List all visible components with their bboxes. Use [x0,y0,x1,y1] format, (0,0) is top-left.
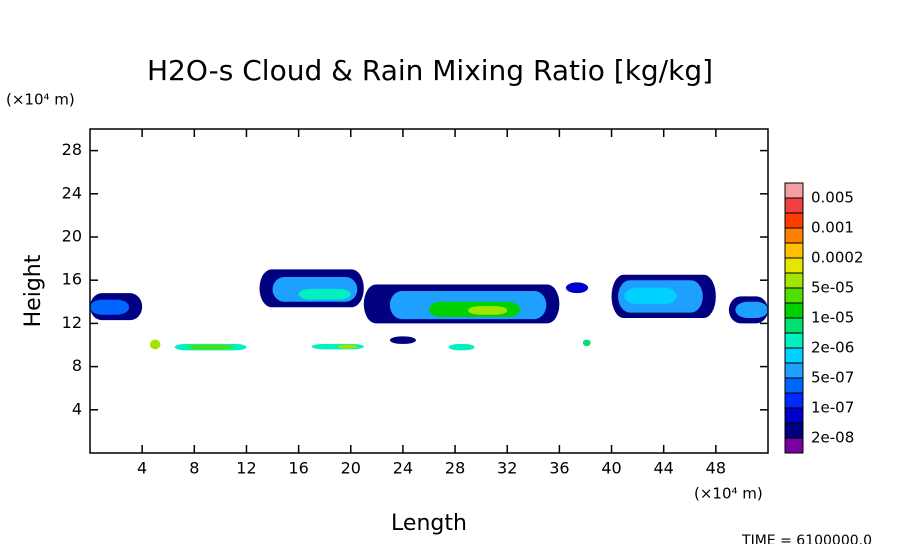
colorbar-label: 5e-05 [811,279,854,297]
colorbar-label: 2e-06 [811,339,854,357]
y-tick-label: 20 [62,227,82,246]
colorbar-box [784,287,804,304]
colorbar-box [784,392,804,409]
x-tick-label: 4 [137,459,147,478]
x-tick-label: 8 [189,459,199,478]
y-tick-label: 24 [62,183,82,202]
cloud-patch [565,282,589,294]
colorbar-box [784,227,804,244]
cloud-patch [389,336,416,344]
colorbar-label: 1e-07 [811,399,854,417]
colorbar-label: 1e-05 [811,309,854,327]
plot-frame [89,128,769,454]
y-tick-label: 28 [62,140,82,159]
cloud-patch [582,339,591,347]
x-unit: (×10⁴ m) [694,485,763,503]
colorbar-box [784,437,804,454]
cloud-patch [624,287,677,304]
colorbar-box [784,422,804,439]
colorbar-box [784,242,804,259]
colorbar-box [784,362,804,379]
y-tick-label: 16 [62,270,82,289]
x-tick-label: 28 [445,459,465,478]
colorbar-box [784,407,804,424]
x-tick-label: 20 [341,459,361,478]
x-tick-label: 40 [601,459,621,478]
colorbar-label: 0.001 [811,219,854,237]
colorbar-box [784,377,804,394]
colorbar-box [784,257,804,274]
colorbar-box [784,317,804,334]
x-tick-label: 16 [288,459,308,478]
colorbar-box [784,212,804,229]
chart-title: H2O-s Cloud & Rain Mixing Ratio [kg/kg] [147,54,713,87]
footer: TIME = 6100000.0 [741,533,872,544]
x-tick-label: 32 [497,459,517,478]
x-tick-label: 24 [393,459,413,478]
colorbar-box [784,197,804,214]
y-unit: (×10⁴ m) [6,91,75,109]
colorbar-box [784,272,804,289]
cloud-patch [448,343,475,351]
cloud-patch [337,344,358,349]
x-tick-label: 48 [706,459,726,478]
cloud-patch [187,345,234,350]
colorbar-label: 5e-07 [811,369,854,387]
colorbar-box [784,182,804,199]
colorbar-box [784,302,804,319]
colorbar-box [784,347,804,364]
cloud-patch [298,288,351,300]
y-tick-label: 4 [72,399,82,418]
cloud-patch [735,301,768,318]
x-axis-label: Length [391,511,467,536]
colorbar-label: 0.005 [811,189,854,207]
x-tick-label: 44 [654,459,674,478]
y-axis-label: Height [21,254,46,327]
colorbar-box [784,332,804,349]
cloud-patch [149,339,161,350]
y-tick-label: 8 [72,356,82,375]
cloud-patch [90,299,130,315]
y-tick-label: 12 [62,313,82,332]
colorbar-label: 2e-08 [811,429,854,447]
cloud-patch [468,306,508,315]
x-tick-label: 12 [236,459,256,478]
colorbar-label: 0.0002 [811,249,864,267]
x-tick-label: 36 [549,459,569,478]
